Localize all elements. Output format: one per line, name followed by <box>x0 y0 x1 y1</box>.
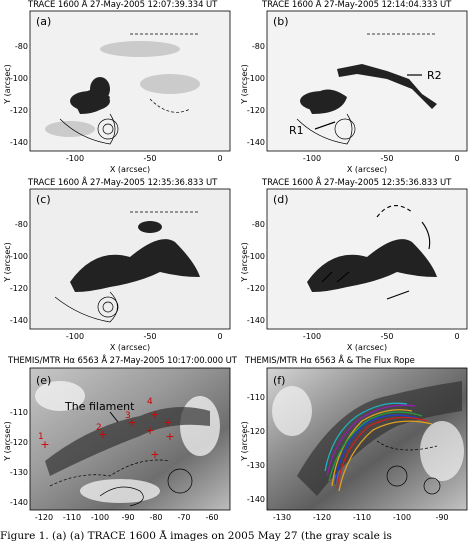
y-tick: -100 <box>10 252 28 261</box>
y-tick: -140 <box>247 138 265 147</box>
svg-text:+: + <box>127 416 136 429</box>
x-tick: -70 <box>177 513 190 522</box>
panel-a: (a) Y (arcsec) -80 -100 -120 -140 -100 -… <box>3 10 231 174</box>
y-tick: -100 <box>10 74 28 83</box>
y-tick: -80 <box>15 42 28 51</box>
svg-text:+: + <box>40 438 49 451</box>
filament-number: 1 <box>38 432 44 442</box>
filament-number: 4 <box>147 397 153 407</box>
label-r2: R2 <box>427 69 442 82</box>
figure-caption: Figure 1. (a) (a) TRACE 1600 Å images on… <box>0 530 392 542</box>
x-tick: -120 <box>35 513 53 522</box>
x-tick: 0 <box>454 332 459 341</box>
y-tick: -100 <box>247 252 265 261</box>
y-tick: -120 <box>247 284 265 293</box>
x-tick: -80 <box>149 513 162 522</box>
y-tick: -120 <box>10 284 28 293</box>
panel-d-title: TRACE 1600 Å 27-May-2005 12:35:36.833 UT <box>262 178 452 188</box>
panel-c-letter: (c) <box>36 193 51 206</box>
x-axis-label: X (arcsec) <box>347 343 387 352</box>
x-tick: -90 <box>121 513 134 522</box>
y-axis-label: Y (arcsec) <box>240 242 249 283</box>
x-tick: -110 <box>353 513 371 522</box>
panel-a-letter: (a) <box>36 15 51 28</box>
x-tick: -50 <box>380 332 393 341</box>
y-tick: -120 <box>10 438 28 447</box>
x-tick: -90 <box>435 513 448 522</box>
y-axis-label: Y (arcsec) <box>240 421 249 462</box>
label-r1: R1 <box>289 124 304 137</box>
panel-f-title: THEMIS/MTR Hα 6563 Å & The Flux Rope <box>245 356 415 366</box>
y-tick: -140 <box>247 495 265 504</box>
panel-f: (f) Y (arcsec) -110 -120 -130 -140 -130 … <box>240 367 468 522</box>
x-axis-label: X (arcsec) <box>110 165 150 174</box>
y-tick: -140 <box>10 498 28 507</box>
svg-text:+: + <box>163 416 172 429</box>
panel-d: (d) Y (arcsec) -80 -100 -120 -140 -100 -… <box>240 188 468 352</box>
x-tick: -100 <box>393 513 411 522</box>
panel-b-letter: (b) <box>273 15 289 28</box>
filament-annotation: The filament <box>64 400 135 413</box>
x-tick: -50 <box>143 154 156 163</box>
panel-e: 1 2 3 4 +++ +++ ++ The filament (e) Y (a… <box>3 367 231 522</box>
y-axis-label: Y (arcsec) <box>3 421 12 462</box>
y-tick: -130 <box>247 461 265 470</box>
x-tick: 0 <box>217 332 222 341</box>
y-tick: -110 <box>10 408 28 417</box>
panel-b-title: TRACE 1600 Å 27-May-2005 12:14:04.333 UT <box>262 0 452 10</box>
x-tick: -100 <box>91 513 109 522</box>
y-tick: -80 <box>252 220 265 229</box>
panel-f-letter: (f) <box>273 374 285 387</box>
filament-number: 2 <box>96 423 102 433</box>
filament-number: 3 <box>125 411 131 421</box>
x-tick: -50 <box>380 154 393 163</box>
y-tick: -140 <box>247 316 265 325</box>
panel-d-letter: (d) <box>273 193 289 206</box>
x-tick: -100 <box>303 332 321 341</box>
y-tick: -120 <box>10 106 28 115</box>
y-tick: -80 <box>15 220 28 229</box>
svg-text:+: + <box>145 424 154 437</box>
panel-c: (c) Y (arcsec) -80 -100 -120 -140 -100 -… <box>3 188 231 352</box>
panel-b: (b) R2 R1 Y (arcsec) -80 -100 -120 -140 … <box>240 10 468 174</box>
x-tick: -100 <box>66 154 84 163</box>
y-tick: -120 <box>247 427 265 436</box>
panel-e-letter: (e) <box>36 374 51 387</box>
x-axis-label: X (arcsec) <box>110 343 150 352</box>
x-tick: -100 <box>66 332 84 341</box>
x-tick: -60 <box>205 513 218 522</box>
y-tick: -100 <box>247 74 265 83</box>
x-tick: 0 <box>454 154 459 163</box>
panel-c-title: TRACE 1600 Å 27-May-2005 12:35:36.833 UT <box>28 178 218 188</box>
svg-text:+: + <box>98 428 107 441</box>
x-tick: -120 <box>313 513 331 522</box>
y-tick: -140 <box>10 138 28 147</box>
x-tick: -100 <box>303 154 321 163</box>
panel-a-title: TRACE 1600 Å 27-May-2005 12:07:39.334 UT <box>28 0 218 10</box>
svg-text:+: + <box>150 408 159 421</box>
x-tick: -110 <box>63 513 81 522</box>
x-axis-label: X (arcsec) <box>347 165 387 174</box>
x-tick: -130 <box>273 513 291 522</box>
y-axis-label: Y (arcsec) <box>240 64 249 105</box>
panel-e-title: THEMIS/MTR Hα 6563 Å 27-May-2005 10:17:0… <box>8 356 237 366</box>
y-tick: -110 <box>247 393 265 402</box>
y-tick: -120 <box>247 106 265 115</box>
x-tick: 0 <box>217 154 222 163</box>
y-axis-label: Y (arcsec) <box>3 242 12 283</box>
svg-text:+: + <box>165 430 174 443</box>
y-tick: -80 <box>252 42 265 51</box>
y-tick: -130 <box>10 468 28 477</box>
y-tick: -140 <box>10 316 28 325</box>
svg-text:+: + <box>150 448 159 461</box>
y-axis-label: Y (arcsec) <box>3 64 12 105</box>
x-tick: -50 <box>143 332 156 341</box>
